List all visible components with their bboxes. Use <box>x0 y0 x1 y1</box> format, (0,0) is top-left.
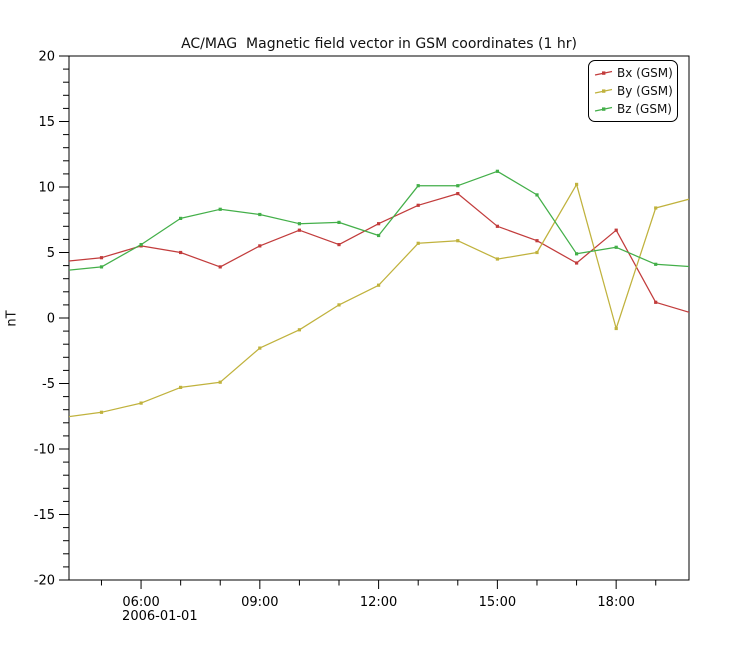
legend-label-bz: Bz (GSM) <box>617 102 672 116</box>
svg-text:15: 15 <box>38 115 55 130</box>
svg-text:-20: -20 <box>34 574 55 589</box>
svg-text:09:00: 09:00 <box>241 595 278 610</box>
svg-text:-15: -15 <box>34 508 55 523</box>
svg-text:06:00: 06:00 <box>122 595 159 610</box>
legend-line-marker-icon <box>594 70 613 76</box>
svg-text:18:00: 18:00 <box>597 595 634 610</box>
legend-item-by: By (GSM) <box>594 82 673 100</box>
chart-title: AC/MAG Magnetic field vector in GSM coor… <box>181 36 577 52</box>
svg-text:0: 0 <box>47 312 55 327</box>
svg-text:20: 20 <box>38 50 55 65</box>
legend: Bx (GSM) By (GSM) Bz (GSM) <box>588 60 678 122</box>
svg-text:12:00: 12:00 <box>360 595 397 610</box>
legend-label-by: By (GSM) <box>617 84 673 98</box>
svg-text:-10: -10 <box>34 443 55 458</box>
svg-text:-5: -5 <box>42 377 55 392</box>
legend-label-bx: Bx (GSM) <box>617 66 673 80</box>
svg-text:5: 5 <box>47 246 55 261</box>
legend-item-bx: Bx (GSM) <box>594 64 673 82</box>
legend-line-marker-icon <box>594 88 613 94</box>
legend-item-bz: Bz (GSM) <box>594 100 673 118</box>
svg-text:2006-01-01: 2006-01-01 <box>122 609 198 624</box>
svg-text:15:00: 15:00 <box>479 595 516 610</box>
svg-text:10: 10 <box>38 181 55 196</box>
legend-line-marker-icon <box>594 106 613 112</box>
